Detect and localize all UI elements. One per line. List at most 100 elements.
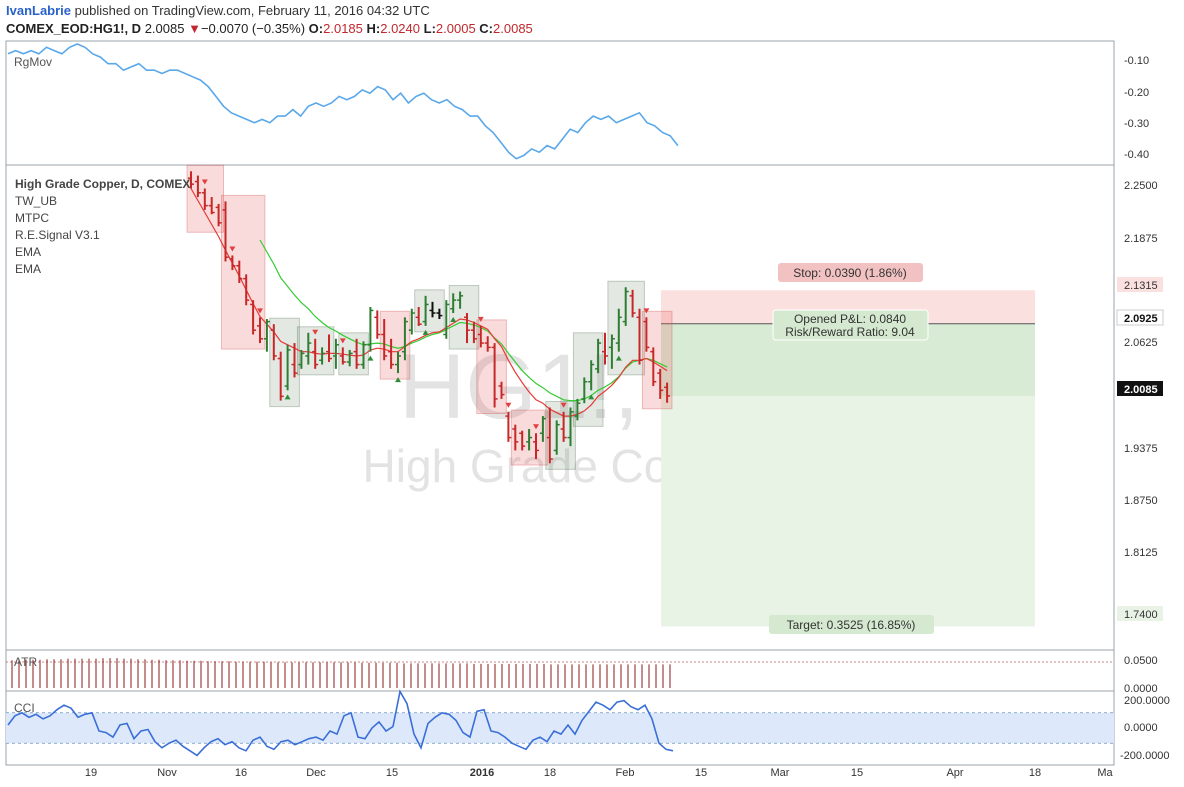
- ohlc-bar: [332, 338, 339, 369]
- rr-label: Risk/Reward Ratio: 9.04: [785, 325, 915, 339]
- rgmov-pane: [7, 43, 679, 160]
- time-tick: Mar: [771, 767, 790, 779]
- time-tick: 16: [235, 767, 247, 779]
- ohlc-bar: [581, 377, 588, 404]
- last-price: 2.0085: [144, 21, 185, 36]
- rgmov-tick: -0.10: [1124, 55, 1149, 67]
- buy-signal-marker: [450, 317, 457, 323]
- legend-item-resignal[interactable]: R.E.Signal V3.1: [15, 228, 100, 242]
- ohlc-bar: [498, 381, 505, 399]
- chart-frame: [5, 40, 1115, 766]
- ohlc-bar: [401, 317, 408, 361]
- ema-fast-line: [190, 188, 668, 417]
- ohlc-bar: [574, 398, 581, 421]
- ohlc-bar: [257, 317, 263, 344]
- time-tick: 18: [1029, 767, 1041, 779]
- ohlc-bar: [546, 407, 553, 464]
- time-tick: Ma: [1097, 767, 1113, 779]
- price-pane: [186, 164, 673, 470]
- ohlc-bar: [622, 287, 629, 326]
- ema-slow-line: [259, 239, 668, 402]
- ohlc-bar: [229, 255, 236, 271]
- cci-label: CCI: [14, 701, 35, 715]
- pnl-label-box: Opened P&L: 0.0840 Risk/Reward Ratio: 9.…: [772, 309, 929, 341]
- buy-signal-marker: [367, 355, 374, 361]
- legend-item-tw-ub[interactable]: TW_UB: [15, 194, 57, 208]
- sell-signal-marker: [505, 402, 512, 408]
- sell-signal-marker: [201, 179, 208, 185]
- ohlc-bar: [491, 343, 498, 408]
- ohlc-bar: [395, 351, 401, 374]
- high-value: 2.0240: [380, 21, 420, 36]
- price-change: −0.0070 (−0.35%): [200, 21, 306, 36]
- ohlc-bar: [408, 308, 415, 335]
- ohlc-bar: [208, 197, 215, 215]
- ohlc-bar: [636, 308, 643, 365]
- atr-tick: 0.0500: [1124, 655, 1158, 667]
- rgmov-line: [7, 43, 679, 160]
- price-tick: 2.2500: [1124, 180, 1158, 192]
- right-axis[interactable]: -0.10 -0.20 -0.30 -0.40 2.2500 2.1875 2.…: [1120, 55, 1170, 762]
- sell-signal-marker: [643, 308, 650, 314]
- symbol-line: COMEX_EOD:HG1!, D 2.0085 ▼−0.0070 (−0.35…: [6, 21, 533, 36]
- rgmov-tick: -0.20: [1124, 87, 1149, 99]
- cci-tick: -200.0000: [1120, 750, 1170, 762]
- ohlc-bar: [464, 313, 470, 344]
- price-tick: 2.0625: [1124, 337, 1158, 349]
- buy-signal-marker: [284, 394, 291, 400]
- ohlc-bar: [284, 344, 291, 391]
- sell-signal-marker: [257, 308, 263, 314]
- sell-signal-marker: [477, 316, 484, 322]
- legend-item-mtpc[interactable]: MTPC: [15, 211, 49, 225]
- ohlc-bar: [595, 338, 602, 374]
- time-tick: Dec: [306, 767, 326, 779]
- ohlc-bar: [615, 308, 622, 352]
- ohlc-bar: [505, 411, 512, 442]
- time-tick: 15: [851, 767, 863, 779]
- high-label: H:: [366, 21, 381, 36]
- cci-tick: 200.0000: [1124, 695, 1170, 707]
- ohlc-bar: [588, 360, 595, 391]
- ohlc-bar: [567, 407, 574, 447]
- close-label: C:: [479, 21, 494, 36]
- cci-tick: 0.0000: [1124, 722, 1158, 734]
- ohlc-bar: [519, 430, 526, 451]
- target-label-box: Target: 0.3525 (16.85%): [769, 615, 934, 634]
- legend-item-ema-1[interactable]: EMA: [15, 245, 41, 259]
- down-arrow-icon: ▼: [188, 21, 201, 36]
- ohlc-bar: [415, 307, 422, 326]
- time-tick: 18: [544, 767, 556, 779]
- ohlc-bar: [533, 433, 539, 460]
- price-tick: 1.8125: [1124, 547, 1158, 559]
- stop-label: Stop: 0.0390 (1.86%): [793, 266, 906, 280]
- ohlc-bar: [539, 416, 546, 442]
- target-label: Target: 0.3525 (16.85%): [787, 618, 916, 632]
- sell-signal-marker: [229, 246, 236, 252]
- ohlc-bar: [298, 349, 305, 369]
- position-tool[interactable]: Stop: 0.0390 (1.86%) Opened P&L: 0.0840 …: [661, 263, 1035, 634]
- legend-title[interactable]: High Grade Copper, D, COMEX: [15, 177, 190, 191]
- pnl-label: Opened P&L: 0.0840: [794, 312, 906, 326]
- ohlc-bar: [319, 347, 326, 365]
- ohlc-bar: [360, 341, 367, 369]
- author-link[interactable]: IvanLabrie: [6, 3, 72, 18]
- signal-box: [221, 194, 266, 350]
- time-tick: 15: [386, 767, 398, 779]
- ohlc-bar: [643, 317, 650, 352]
- ohlc-bar: [470, 321, 477, 344]
- ohlc-bar: [443, 300, 450, 339]
- cci-line: [7, 689, 674, 757]
- open-label: O:: [308, 21, 324, 36]
- legend-item-ema-2[interactable]: EMA: [15, 262, 41, 276]
- ohlc-bar: [201, 188, 208, 210]
- time-axis[interactable]: 19 Nov 16 Dec 15 2016 18 Feb 15 Mar 15 A…: [85, 767, 1114, 779]
- stop-label-box: Stop: 0.0390 (1.86%): [778, 263, 923, 282]
- rgmov-tick: -0.30: [1124, 118, 1149, 130]
- ohlc-bar: [429, 301, 436, 318]
- ohlc-bar: [457, 291, 464, 309]
- time-tick: Feb: [616, 767, 635, 779]
- buy-signal-marker: [422, 329, 429, 335]
- symbol-name: COMEX_EOD:HG1!, D: [6, 21, 142, 36]
- ohlc-bar: [629, 289, 636, 318]
